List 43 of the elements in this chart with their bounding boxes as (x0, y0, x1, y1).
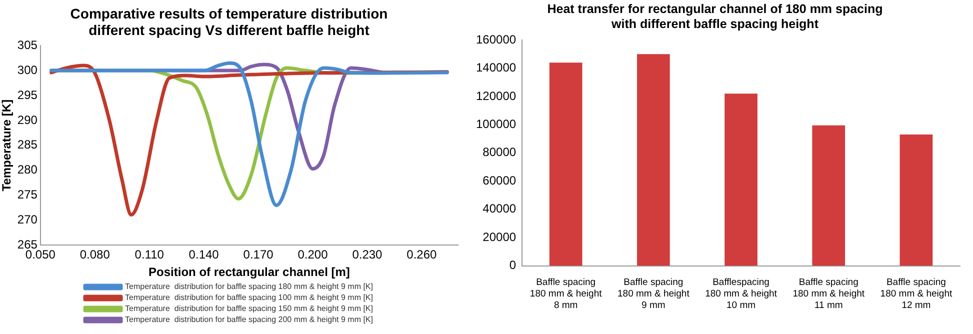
y-tick-label: 280 (17, 162, 38, 177)
x-tick-label: 0.080 (80, 248, 110, 262)
y-tick-label: 270 (17, 212, 38, 227)
bar (812, 125, 846, 266)
chart-title: Heat transfer for rectangular channel of 180 mm spacing with different baffle spacing height (547, 2, 883, 31)
bar (900, 134, 933, 266)
bar (549, 62, 582, 266)
x-tick-label: 0.050 (25, 248, 56, 262)
x-tick-label: Baffle spacing 180 mm & height 8 mm (530, 277, 602, 311)
y-tick-label: 295 (17, 88, 38, 102)
y-tick-label: 120000 (476, 88, 516, 103)
x-tick-label: 0.260 (406, 248, 438, 262)
y-axis-title: Temperature [K] (0, 100, 14, 192)
y-tick-label: 80000 (482, 145, 516, 160)
legend-label: Temperature distribution for baffle spacing 100 mm & height 9 mm [K] (125, 293, 373, 302)
x-tick-label: 0.110 (134, 248, 164, 262)
bar (724, 94, 758, 266)
y-tick-label: 290 (17, 112, 38, 127)
y-tick-label: 275 (17, 188, 38, 202)
legend-label: Temperature distribution for baffle spacing 200 mm & height 9 mm [K] (125, 315, 373, 324)
legend-label: Temperature distribution for baffle spacing 180 mm & height 9 mm [K] (125, 282, 373, 292)
x-tick-label: Baffle spacing 180 mm & height 9 mm (618, 277, 690, 311)
y-tick-label: 20000 (482, 230, 516, 244)
y-tick-label: 40000 (482, 202, 516, 216)
chart-title: Comparative results of temperature distribution different spacing Vs different baffle height (70, 5, 388, 38)
y-tick-label: 300 (17, 62, 38, 77)
x-tick-label: Bafflespacing 180 mm & height 10 mm (705, 277, 778, 311)
y-tick-label: 140000 (476, 60, 516, 75)
y-tick-label: 100000 (476, 116, 516, 131)
x-tick-label: 0.140 (188, 248, 220, 262)
x-tick-label: 0.200 (298, 248, 328, 262)
y-tick-label: 60000 (482, 173, 516, 188)
y-tick-label: 0 (509, 258, 516, 272)
x-tick-label: 0.170 (243, 248, 274, 262)
x-tick-label: 0.230 (352, 248, 383, 262)
y-tick-label: 160000 (476, 32, 516, 46)
x-tick-label: Baffle spacing 180 mm & height 11 mm (792, 277, 865, 311)
bar (637, 54, 670, 266)
x-axis-title: Position of rectangular channel [m] (148, 265, 350, 280)
y-tick-label: 305 (17, 38, 38, 52)
x-tick-label: Baffle spacing 180 mm & height 12 mm (880, 277, 952, 311)
legend-label: Temperature distribution for baffle spacing 150 mm & height 9 mm [K] (125, 304, 373, 314)
y-tick-label: 285 (17, 138, 38, 152)
